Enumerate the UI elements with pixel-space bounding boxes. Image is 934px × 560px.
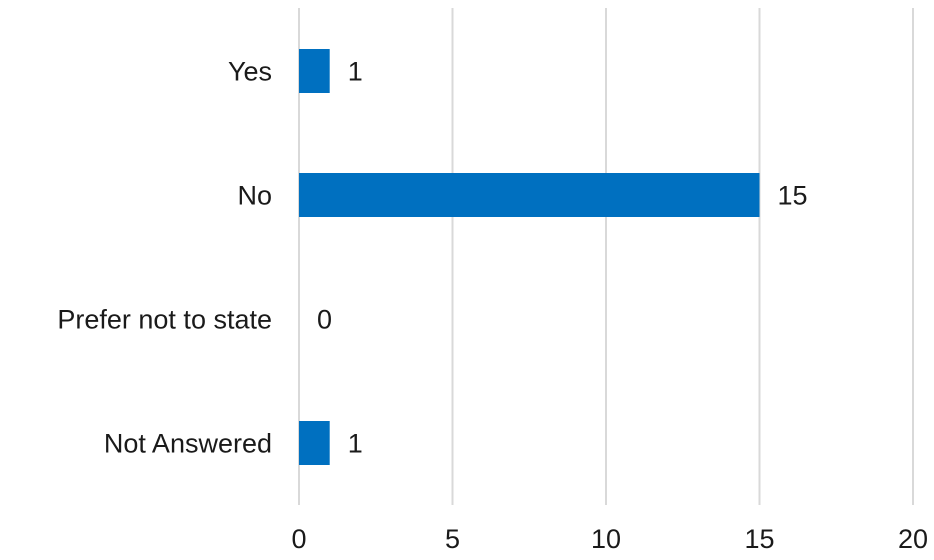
data-label: 1: [348, 57, 363, 87]
category-axis-labels: Yes No Prefer not to state Not Answered: [57, 57, 272, 459]
x-tick-label: 15: [744, 524, 774, 554]
data-label: 1: [348, 429, 363, 459]
category-label: Yes: [228, 57, 272, 87]
gridlines: [298, 8, 914, 505]
x-tick-label: 20: [898, 524, 928, 554]
data-labels: 1 15 0 1: [317, 57, 808, 459]
data-label: 0: [317, 305, 332, 335]
bar: [299, 421, 330, 465]
bars: [299, 49, 760, 465]
value-axis-tick-labels: 0 5 10 15 20: [291, 524, 928, 554]
bar: [299, 49, 330, 93]
x-tick-label: 5: [445, 524, 460, 554]
category-label: Prefer not to state: [57, 305, 272, 335]
x-tick-label: 10: [591, 524, 621, 554]
category-label: Not Answered: [104, 429, 272, 459]
data-label: 15: [778, 181, 808, 211]
category-label: No: [237, 181, 272, 211]
bar: [299, 173, 760, 217]
x-tick-label: 0: [291, 524, 306, 554]
